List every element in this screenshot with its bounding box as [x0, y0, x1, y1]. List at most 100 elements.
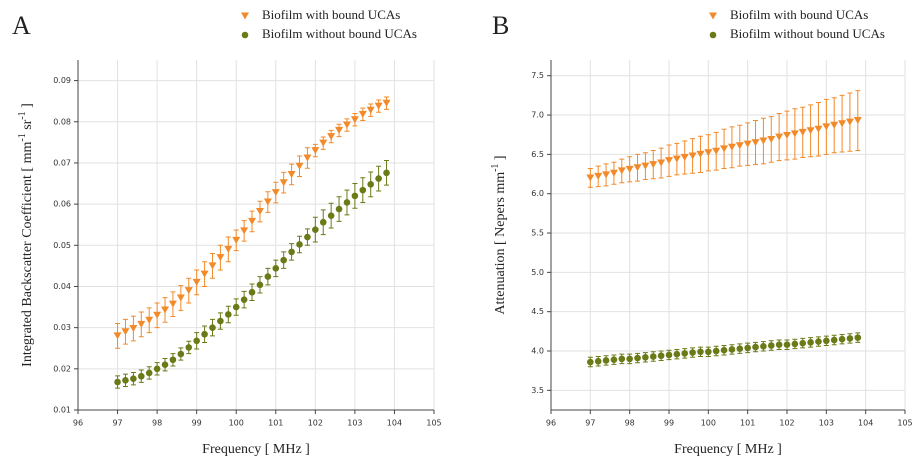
x-tick-label: 100 [701, 419, 716, 428]
marker [272, 265, 280, 272]
y-axis-label-part: Integrated Backscatter Coefficient [ mm [20, 142, 35, 367]
marker [264, 273, 272, 280]
x-tick-label: 99 [664, 419, 674, 428]
marker [798, 128, 807, 136]
marker [799, 339, 807, 347]
marker [822, 123, 831, 131]
marker [209, 324, 216, 331]
marker [705, 348, 712, 356]
marker [587, 358, 594, 366]
legend-marker [709, 31, 717, 39]
y-axis-label-part: ] [20, 103, 35, 111]
marker [609, 169, 618, 177]
marker [790, 130, 799, 138]
x-axis-label: Frequency [ MHz ] [674, 442, 782, 457]
y-tick-label: 0.09 [53, 76, 71, 85]
y-axis-label-part: -1 [490, 164, 501, 172]
x-tick-label: 101 [740, 419, 755, 428]
marker [200, 270, 209, 278]
legend-label: Biofilm without bound UCAs [730, 26, 885, 41]
marker [649, 353, 657, 360]
y-tick-label: 0.05 [53, 241, 71, 250]
marker [665, 157, 673, 165]
panel-label: B [492, 11, 509, 40]
marker [303, 154, 312, 162]
marker [673, 350, 681, 358]
x-tick-label: 103 [347, 419, 362, 428]
marker [854, 334, 862, 341]
marker [248, 288, 256, 296]
marker [727, 143, 736, 151]
marker [145, 316, 154, 324]
marker [767, 342, 775, 349]
marker [161, 306, 170, 314]
panel: 96 97 98 99 100 101 102 103 104 105 3.5 4.0 4.5 5.0 5.… [490, 7, 912, 457]
marker [192, 278, 201, 286]
y-tick-label: 6.0 [531, 189, 544, 198]
marker [137, 372, 145, 380]
marker [752, 343, 759, 351]
y-axis-label-part: ] [493, 155, 508, 163]
marker [830, 121, 839, 129]
marker [853, 117, 862, 125]
panel: 96 97 98 99 100 101 102 103 104 105 0.01 0.02 0.03 0.… [12, 7, 442, 457]
marker [720, 346, 728, 354]
x-tick-label: 104 [387, 419, 402, 428]
y-axis-label-part: sr [20, 119, 35, 133]
marker [304, 233, 311, 241]
marker [280, 256, 287, 264]
legend-item: Biofilm with bound UCAs [709, 7, 868, 22]
panel-label: A [12, 11, 31, 40]
y-tick-label: 0.04 [53, 282, 71, 291]
marker [319, 139, 328, 147]
marker [350, 116, 359, 124]
marker [814, 125, 823, 133]
marker [351, 192, 359, 200]
marker [775, 133, 784, 141]
marker [767, 135, 776, 143]
x-tick-label: 100 [229, 419, 244, 428]
marker [185, 344, 193, 351]
legend-item: Biofilm without bound UCAs [241, 26, 417, 41]
x-tick-label: 103 [819, 419, 834, 428]
y-axis-label: Integrated Backscatter Coefficient [ mm-… [17, 103, 35, 367]
marker [720, 145, 729, 153]
marker [153, 311, 162, 319]
marker [184, 287, 193, 295]
marker [625, 165, 634, 173]
x-tick-label: 99 [192, 419, 202, 428]
y-tick-label: 0.01 [53, 406, 71, 415]
marker [610, 356, 618, 363]
marker [688, 152, 697, 160]
legend-marker [241, 12, 249, 20]
legend-label: Biofilm with bound UCAs [262, 7, 400, 22]
x-tick-label: 101 [268, 419, 283, 428]
marker [815, 338, 822, 345]
x-tick-label: 102 [308, 419, 323, 428]
marker [296, 241, 303, 248]
marker [168, 300, 177, 308]
y-tick-label: 6.5 [531, 150, 544, 159]
legend-label: Biofilm with bound UCAs [730, 7, 868, 22]
marker [689, 349, 696, 356]
marker [735, 142, 744, 150]
series [587, 332, 862, 368]
marker [279, 179, 288, 187]
marker [594, 172, 603, 180]
marker [176, 294, 185, 302]
marker [224, 245, 233, 253]
x-tick-label: 105 [426, 419, 441, 428]
marker [838, 120, 847, 128]
marker [263, 198, 272, 206]
marker [122, 377, 129, 384]
marker [704, 149, 713, 157]
marker [602, 171, 611, 179]
marker [602, 357, 610, 364]
marker [232, 236, 241, 244]
marker [271, 189, 280, 197]
marker [697, 348, 704, 356]
marker [288, 248, 295, 256]
marker [383, 169, 390, 177]
marker [327, 133, 336, 141]
marker [642, 354, 649, 361]
